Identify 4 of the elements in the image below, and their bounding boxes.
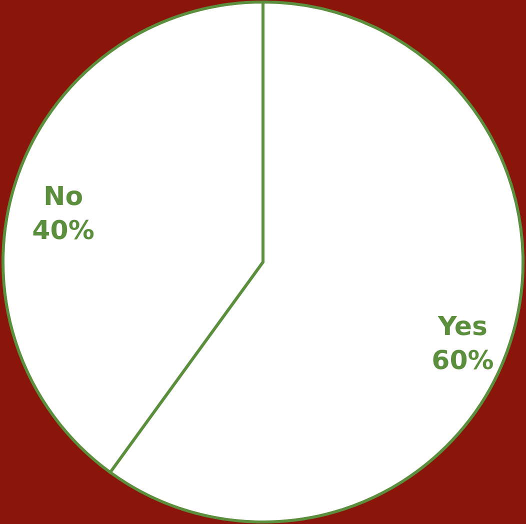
slice-label: No bbox=[43, 182, 84, 212]
slice-label: Yes bbox=[436, 312, 488, 342]
data-label: 60% bbox=[432, 346, 494, 376]
data-label: 40% bbox=[32, 216, 94, 246]
